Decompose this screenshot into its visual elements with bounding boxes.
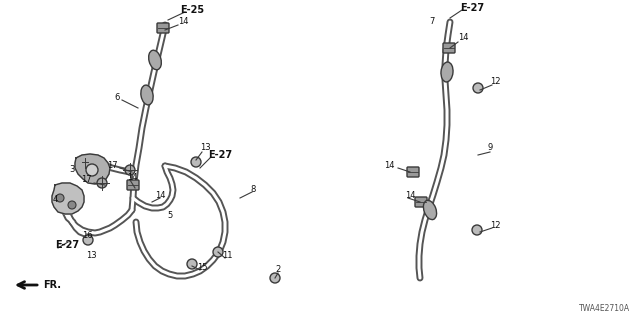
- Text: 3: 3: [70, 165, 75, 174]
- Circle shape: [86, 164, 98, 176]
- Text: TWA4E2710A: TWA4E2710A: [579, 304, 630, 313]
- Text: 16: 16: [82, 230, 93, 239]
- FancyBboxPatch shape: [407, 167, 419, 177]
- Text: 7: 7: [429, 18, 435, 27]
- Circle shape: [83, 235, 93, 245]
- Text: 14: 14: [178, 18, 189, 27]
- Text: 4: 4: [52, 196, 58, 204]
- Text: 6: 6: [115, 93, 120, 102]
- Circle shape: [56, 194, 64, 202]
- Circle shape: [473, 83, 483, 93]
- Text: 14: 14: [127, 173, 138, 182]
- Text: 14: 14: [405, 190, 415, 199]
- Text: 12: 12: [490, 77, 500, 86]
- Polygon shape: [75, 154, 110, 184]
- Text: E-27: E-27: [208, 150, 232, 160]
- Ellipse shape: [441, 62, 453, 82]
- Ellipse shape: [148, 50, 161, 70]
- Circle shape: [187, 259, 197, 269]
- Text: 15: 15: [197, 263, 207, 273]
- FancyBboxPatch shape: [127, 180, 139, 190]
- FancyBboxPatch shape: [443, 43, 455, 53]
- Circle shape: [191, 157, 201, 167]
- Text: 9: 9: [488, 143, 493, 153]
- Text: 14: 14: [458, 34, 468, 43]
- Text: 5: 5: [168, 211, 173, 220]
- Circle shape: [68, 201, 76, 209]
- Text: 12: 12: [490, 220, 500, 229]
- Text: E-27: E-27: [460, 3, 484, 13]
- Text: 17: 17: [108, 161, 118, 170]
- Text: E-25: E-25: [180, 5, 204, 15]
- Ellipse shape: [141, 85, 153, 105]
- Text: 14: 14: [385, 161, 395, 170]
- Circle shape: [125, 165, 135, 175]
- Text: E-27: E-27: [55, 240, 79, 250]
- Circle shape: [270, 273, 280, 283]
- Text: 2: 2: [275, 266, 280, 275]
- Circle shape: [97, 178, 107, 188]
- Text: 13: 13: [200, 143, 211, 153]
- Text: FR.: FR.: [43, 280, 61, 290]
- Text: 8: 8: [250, 186, 255, 195]
- FancyBboxPatch shape: [157, 23, 169, 33]
- Text: 17: 17: [81, 175, 92, 185]
- Circle shape: [213, 247, 223, 257]
- Circle shape: [472, 225, 482, 235]
- Polygon shape: [52, 183, 84, 214]
- Text: 11: 11: [222, 251, 232, 260]
- FancyBboxPatch shape: [415, 197, 427, 207]
- Ellipse shape: [424, 200, 436, 220]
- Text: 14: 14: [155, 190, 166, 199]
- Text: 13: 13: [86, 251, 97, 260]
